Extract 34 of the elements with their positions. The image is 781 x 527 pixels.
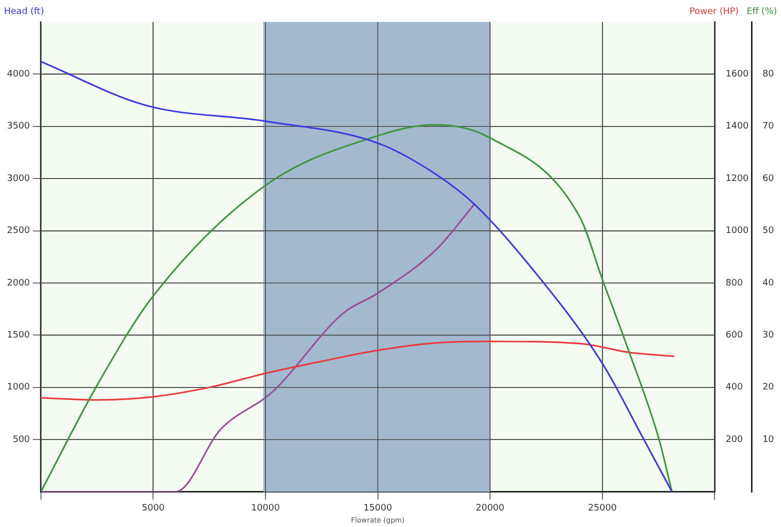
line-series	[40, 203, 476, 492]
y-tick-label: 1500	[7, 330, 30, 341]
y2-tick-label: 400	[726, 382, 744, 393]
x-tick-label: 5000	[142, 504, 165, 514]
y2-tick-label: 1200	[726, 174, 749, 184]
y2-tick-label: 600	[726, 330, 744, 341]
y-tick-label: 2000	[7, 278, 30, 288]
y3-tick-label: 20	[762, 382, 774, 393]
y-tick-label: 3000	[7, 174, 30, 184]
y3-axis-title: Eff (%)	[746, 6, 777, 17]
y3-tick-label: 80	[762, 70, 774, 80]
y-tick-label: 3500	[7, 122, 30, 132]
y2-tick-label: 800	[726, 278, 744, 288]
x-tick-label: 15000	[363, 504, 392, 514]
y2-tick-label: 200	[726, 434, 744, 445]
x-tick-label: 20000	[476, 504, 505, 514]
line-series	[40, 340, 676, 401]
y3-tick-label: 40	[762, 278, 774, 288]
y2-tick-label: 1000	[726, 226, 749, 236]
y3-tick-label: 10	[762, 434, 774, 445]
y3-tick-label: 70	[762, 122, 774, 132]
y-tick-label: 1000	[7, 382, 30, 393]
x-tick-label: 25000	[588, 504, 617, 514]
y2-axis-title: Power (HP)	[689, 6, 739, 17]
y3-tick-label: 60	[762, 174, 774, 184]
y3-tick-label: 50	[762, 226, 774, 236]
y2-tick-label: 1600	[726, 70, 749, 80]
y-tick-label: 2500	[7, 226, 30, 236]
y-tick-label: 4000	[7, 70, 30, 80]
y2-tick-label: 1400	[726, 122, 749, 132]
y-tick-label: 500	[12, 434, 30, 445]
y3-tick-label: 30	[762, 330, 774, 341]
y-axis-title: Head (ft)	[4, 6, 44, 17]
x-tick-label: 10000	[251, 504, 280, 514]
